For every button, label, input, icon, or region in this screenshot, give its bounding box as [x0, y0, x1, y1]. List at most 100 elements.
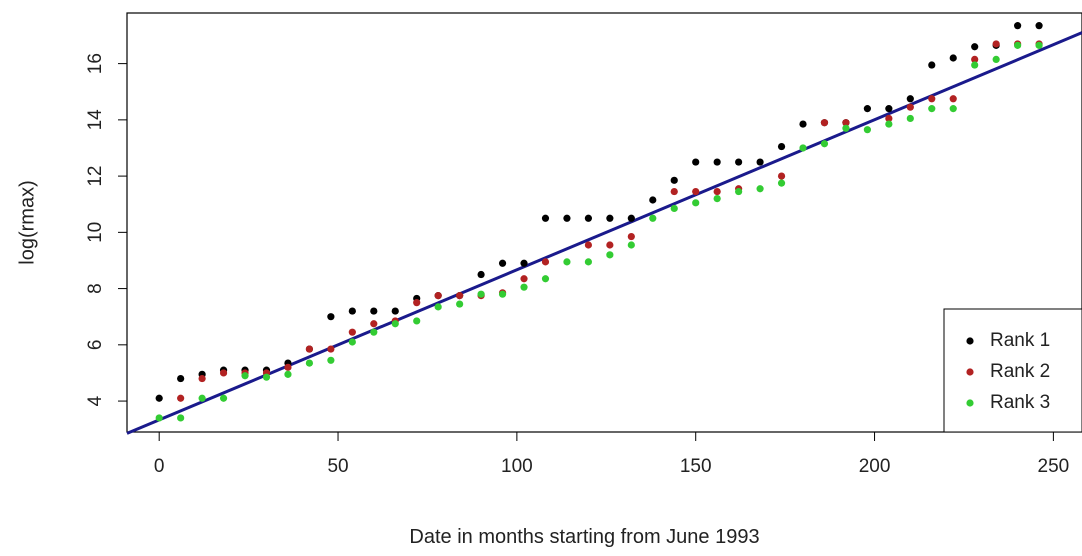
data-point	[563, 258, 571, 266]
data-point	[198, 374, 206, 383]
data-point	[885, 120, 893, 128]
data-point	[498, 290, 507, 298]
data-point	[627, 241, 635, 249]
data-point	[992, 55, 1000, 63]
data-point	[327, 313, 335, 321]
y-tick-label: 8	[85, 283, 106, 294]
data-point	[177, 374, 185, 383]
data-point	[1014, 41, 1022, 49]
data-point	[520, 283, 528, 291]
data-point	[928, 95, 936, 103]
data-point	[735, 158, 743, 166]
data-point	[541, 214, 550, 222]
data-point	[756, 185, 764, 193]
data-point	[219, 394, 228, 402]
data-point	[971, 55, 979, 63]
data-point	[456, 300, 464, 308]
plot-area	[126, 12, 1082, 433]
data-point	[799, 144, 807, 152]
data-point	[627, 214, 635, 222]
data-point	[155, 394, 163, 402]
data-point	[520, 275, 528, 283]
data-point	[949, 95, 957, 103]
data-point	[949, 105, 957, 113]
data-point	[413, 299, 421, 307]
data-point	[649, 196, 657, 204]
data-point	[327, 345, 335, 353]
data-point	[692, 158, 700, 166]
legend: Rank 1 Rank 2 Rank 3	[943, 308, 1082, 433]
data-point	[627, 232, 635, 241]
data-point	[928, 105, 936, 113]
data-point	[756, 158, 764, 166]
data-point	[370, 307, 378, 315]
data-point	[799, 120, 807, 128]
data-point	[713, 187, 721, 196]
data-point	[413, 317, 421, 325]
data-point	[584, 214, 593, 222]
data-point	[434, 292, 442, 300]
data-point	[563, 214, 571, 222]
data-point	[670, 187, 678, 196]
data-point	[906, 95, 914, 103]
data-point	[971, 43, 979, 51]
data-point	[584, 258, 593, 266]
data-point	[949, 54, 957, 62]
data-point	[670, 176, 678, 184]
y-tick-label: 12	[85, 166, 106, 187]
y-tick-label: 6	[85, 340, 106, 351]
data-point	[348, 307, 356, 315]
legend-label: Rank 2	[990, 361, 1050, 382]
data-point	[885, 114, 893, 123]
x-tick-label: 0	[154, 456, 165, 477]
data-point	[541, 258, 550, 266]
data-point	[992, 40, 1000, 48]
data-point	[370, 328, 378, 336]
data-point	[842, 124, 850, 132]
data-point	[177, 414, 185, 422]
data-point	[262, 373, 271, 381]
data-point	[777, 179, 786, 187]
data-point	[177, 394, 185, 402]
data-point	[692, 187, 700, 196]
data-point	[863, 126, 871, 134]
x-tick-label: 100	[501, 456, 533, 477]
data-point	[971, 61, 979, 69]
data-point	[477, 290, 485, 298]
y-tick-label: 14	[85, 109, 106, 131]
data-point	[498, 259, 507, 267]
data-point	[906, 103, 914, 111]
data-point	[327, 356, 335, 364]
data-point	[820, 119, 829, 127]
x-tick-label: 150	[680, 456, 712, 477]
x-tick-label: 200	[859, 456, 891, 477]
data-point	[348, 328, 356, 336]
data-point	[456, 292, 464, 300]
data-point	[219, 369, 228, 377]
data-point	[777, 142, 786, 151]
data-point	[777, 172, 786, 180]
legend-label: Rank 1	[990, 330, 1050, 351]
data-point	[606, 251, 614, 259]
data-point	[735, 187, 743, 196]
y-tick-label: 4	[85, 395, 106, 406]
data-point	[477, 270, 485, 279]
data-point	[370, 320, 378, 328]
y-axis: 4 6 8 10 12 14 16	[85, 53, 128, 406]
x-tick-label: 250	[1038, 456, 1070, 477]
data-point	[606, 241, 614, 249]
series-rank-3	[155, 41, 1043, 422]
data-point	[305, 345, 314, 353]
y-tick-label: 16	[85, 53, 106, 74]
y-tick-label: 10	[85, 222, 106, 243]
data-point	[391, 307, 399, 315]
data-point	[1035, 41, 1043, 49]
data-point	[606, 214, 614, 222]
data-point	[391, 320, 399, 328]
data-point	[520, 259, 528, 267]
data-point	[241, 372, 249, 380]
data-point	[928, 61, 936, 69]
data-point	[906, 114, 914, 123]
x-axis-label: Date in months starting from June 1993	[409, 526, 759, 548]
